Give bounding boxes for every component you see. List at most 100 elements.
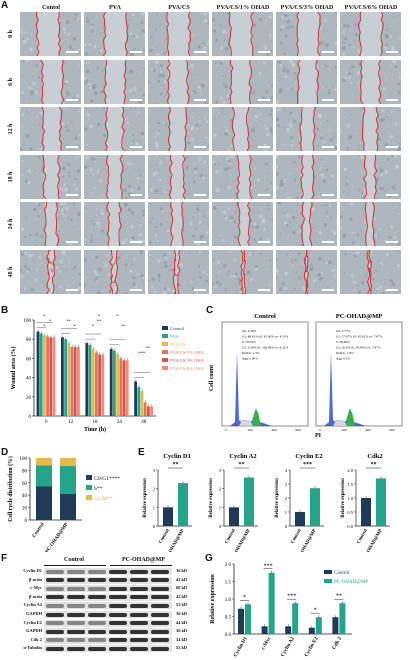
y-tick-label: 1.0 bbox=[225, 598, 232, 603]
y-tick-label: 80 bbox=[26, 338, 32, 343]
y-tick-label: 20 bbox=[22, 507, 28, 512]
bar bbox=[64, 339, 67, 416]
microscope-image bbox=[276, 154, 337, 199]
sig-label: * bbox=[314, 608, 317, 614]
microscope-image bbox=[212, 202, 273, 246]
bar bbox=[88, 344, 92, 416]
bar bbox=[268, 572, 275, 634]
panel-label-g: G bbox=[205, 553, 213, 564]
microscope-image bbox=[276, 107, 337, 151]
blot-strip bbox=[44, 619, 172, 627]
bar bbox=[163, 507, 173, 526]
blot-kd-label: 52 kD bbox=[176, 602, 188, 608]
stacked-bar bbox=[36, 465, 52, 487]
column-header: PVA/CS bbox=[168, 4, 190, 11]
stat-line: Agg: 0.00% bbox=[242, 357, 258, 361]
bar bbox=[113, 350, 116, 416]
scale-bar bbox=[66, 193, 78, 196]
stat-line: G0: 4.20% bbox=[242, 329, 257, 333]
scale-bar bbox=[386, 193, 398, 196]
blot-band bbox=[151, 629, 169, 634]
sig-label: *** bbox=[303, 462, 312, 468]
y-tick-label: 1 bbox=[153, 505, 155, 510]
bar bbox=[143, 402, 147, 416]
scale-bar bbox=[130, 193, 142, 196]
blot-band bbox=[88, 638, 106, 643]
scale-bar bbox=[130, 241, 142, 243]
blot-protein-label: Cyclin A2 bbox=[23, 602, 42, 608]
sig-label: ** bbox=[97, 319, 102, 324]
stacked-bar bbox=[36, 486, 52, 520]
sig-label: ** bbox=[121, 324, 126, 329]
y-tick-label: 2 bbox=[153, 487, 155, 492]
blot-band bbox=[46, 569, 64, 574]
bar bbox=[52, 337, 56, 416]
blot-band bbox=[67, 595, 85, 600]
blot-strip bbox=[44, 602, 172, 610]
subplot-title: Cyclin E2 bbox=[295, 453, 322, 460]
bar bbox=[238, 608, 244, 634]
scale-bar bbox=[258, 288, 270, 291]
legend-label: PVA/CS/1% OHAD bbox=[170, 350, 204, 355]
histogram-title: PC-OHAD@MP bbox=[336, 313, 383, 320]
microscope-image bbox=[20, 154, 81, 199]
relative-expression-chart: 0.0 0.5 1.0 1.5 2.0 Relative expression * Cycli… bbox=[210, 563, 368, 658]
microscope-image bbox=[20, 202, 81, 246]
y-tick-label: 0 bbox=[219, 524, 222, 529]
y-tick-label: 2.0 bbox=[347, 468, 353, 473]
subplot-title: Cyclin D1 bbox=[163, 453, 191, 460]
scale-bar bbox=[322, 146, 334, 148]
bar bbox=[137, 387, 141, 416]
microscope-image bbox=[212, 154, 273, 199]
blot-kd-label: 60 kD bbox=[176, 585, 188, 591]
microscope-image bbox=[340, 107, 401, 151]
microscope-image bbox=[84, 12, 145, 56]
microscope-image bbox=[340, 12, 401, 56]
y-tick-label: 0.5 bbox=[347, 510, 353, 515]
scale-bar bbox=[258, 146, 270, 148]
y-tick-label: 1 bbox=[219, 505, 221, 510]
sig-label: * bbox=[243, 595, 246, 601]
sig-label: * bbox=[92, 324, 95, 329]
microscope-image bbox=[340, 154, 401, 199]
blot-protein-label: β-actin bbox=[28, 576, 42, 582]
bar bbox=[229, 507, 239, 526]
microscope-image bbox=[212, 249, 273, 294]
bar bbox=[85, 343, 89, 416]
legend-swatch bbox=[86, 495, 92, 500]
bar bbox=[315, 617, 322, 634]
bar bbox=[95, 352, 98, 416]
blot-band bbox=[67, 638, 85, 643]
bar bbox=[36, 331, 40, 416]
x-tick-label: 200 bbox=[341, 428, 347, 432]
sig-label: * bbox=[73, 324, 76, 329]
blot-band bbox=[151, 646, 169, 651]
cell-cycle-stacked-chart: 0 20 40 60 80 100 Cell cycle distribution (%) C… bbox=[7, 456, 120, 552]
x-tick-label: PC-OHAD@MP bbox=[45, 522, 70, 552]
blot-band bbox=[67, 621, 85, 626]
y-tick-label: 1 bbox=[285, 510, 287, 515]
blot-band bbox=[109, 595, 127, 600]
bar bbox=[73, 346, 77, 416]
blot-band bbox=[130, 569, 148, 574]
blot-band bbox=[46, 629, 64, 634]
y-tick-label: 0 bbox=[285, 524, 288, 529]
blot-band bbox=[130, 603, 148, 608]
bar bbox=[310, 488, 320, 526]
stacked-bar bbox=[36, 458, 52, 466]
bar bbox=[91, 348, 95, 416]
blot-band bbox=[67, 629, 85, 634]
x-tick-label: 48 bbox=[141, 420, 147, 425]
scale-bar bbox=[66, 98, 78, 101]
blot-band bbox=[109, 646, 127, 651]
scale-bar bbox=[194, 146, 206, 148]
bar bbox=[134, 381, 137, 416]
microscope-image bbox=[276, 59, 337, 104]
sig-label: * bbox=[43, 324, 46, 329]
y-tick-label: 100 bbox=[20, 457, 28, 462]
blot-band bbox=[88, 621, 106, 626]
bar bbox=[292, 603, 299, 634]
blot-band bbox=[151, 638, 169, 643]
y-axis-label: Relative expression bbox=[341, 478, 346, 518]
